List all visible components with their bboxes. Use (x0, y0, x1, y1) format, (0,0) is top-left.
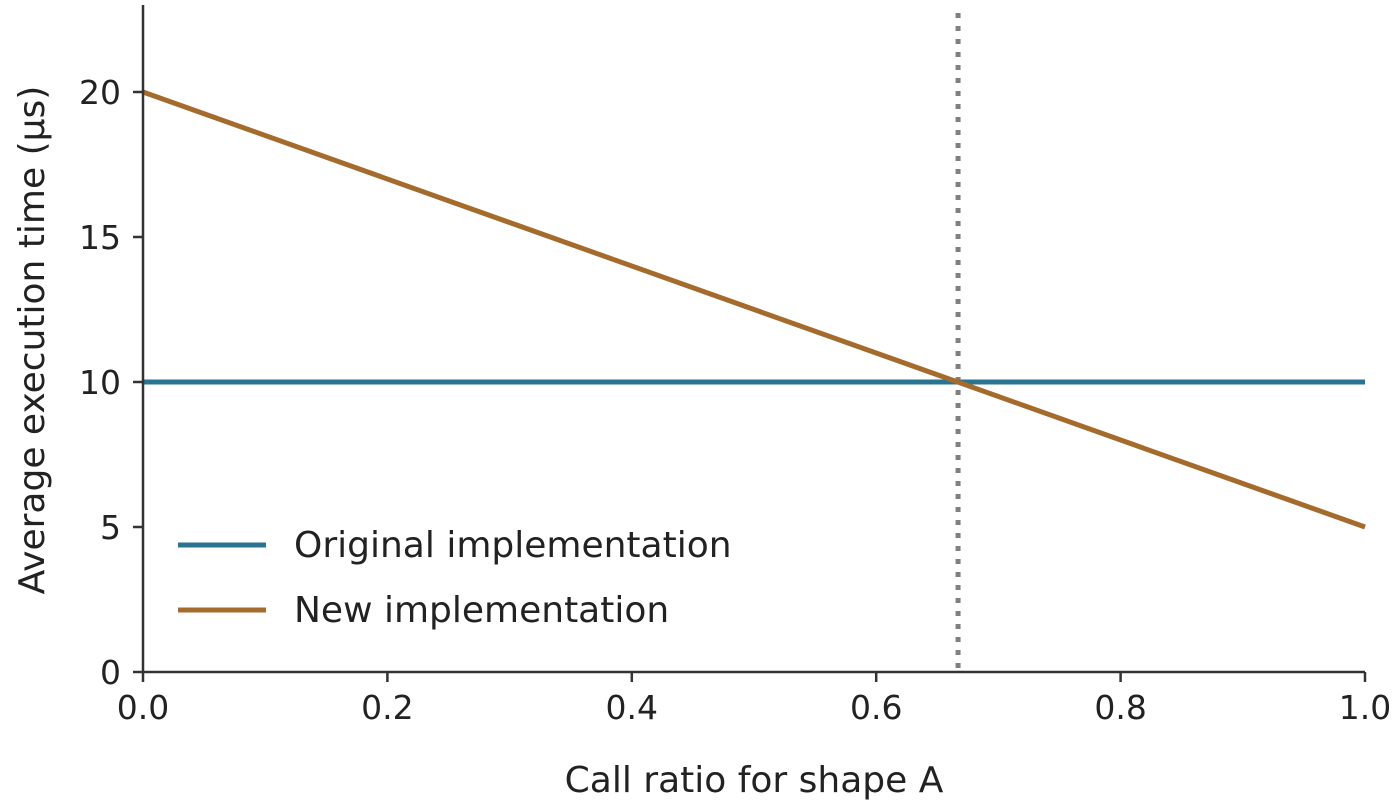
legend: Original implementation New implementati… (178, 525, 732, 631)
y-ticks: 0 5 10 15 20 (79, 73, 143, 692)
x-tick-label: 0.6 (850, 688, 902, 727)
x-axis-label: Call ratio for shape A (565, 760, 944, 801)
y-tick-label: 10 (79, 363, 121, 402)
x-tick-label: 0.2 (361, 688, 413, 727)
series-group (142, 89, 1366, 530)
series-line-new (142, 89, 1366, 530)
legend-label-new: New implementation (294, 590, 669, 631)
x-tick-label: 0.4 (606, 688, 658, 727)
legend-label-original: Original implementation (294, 525, 732, 566)
y-tick-label: 0 (100, 653, 121, 692)
x-ticks: 0.0 0.2 0.4 0.6 0.8 1.0 (117, 672, 1391, 727)
y-axis-label: Average execution time (μs) (12, 86, 53, 595)
y-tick-label: 20 (79, 73, 121, 112)
x-tick-label: 0.8 (1094, 688, 1146, 727)
x-tick-label: 1.0 (1339, 688, 1391, 727)
y-tick-label: 15 (79, 218, 121, 257)
y-tick-label: 5 (100, 508, 121, 547)
x-tick-label: 0.0 (117, 688, 169, 727)
